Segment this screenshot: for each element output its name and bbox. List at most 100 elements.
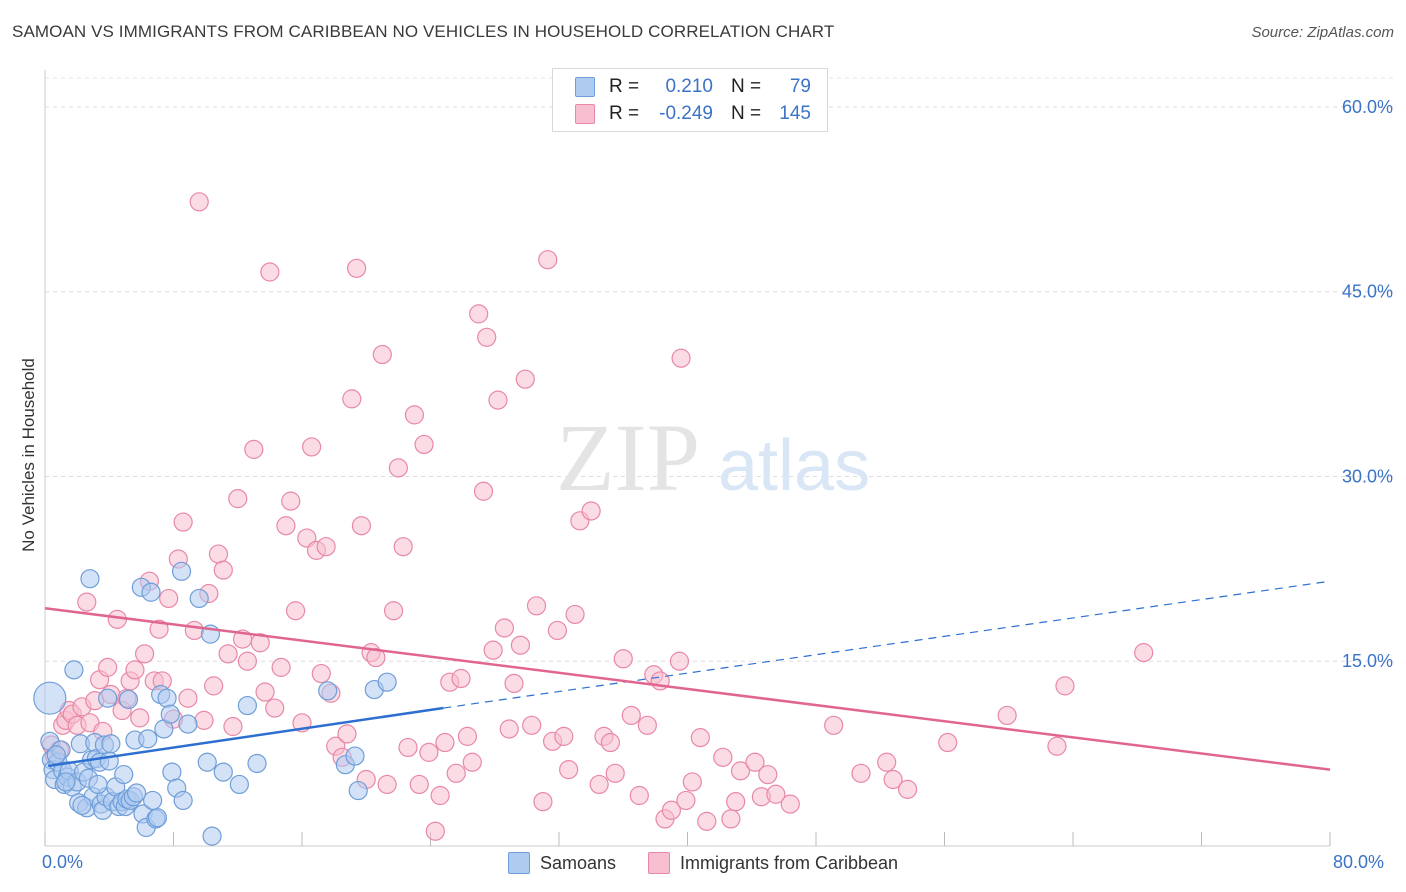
caribbean-point (538, 250, 558, 270)
samoan-point (247, 753, 267, 774)
caribbean-point (316, 537, 336, 557)
caribbean-point (271, 657, 291, 677)
series-legend: Samoans Immigrants from Caribbean (0, 852, 1406, 874)
samoan-point (126, 783, 147, 803)
caribbean-point (237, 651, 257, 671)
caribbean-point (398, 737, 418, 758)
caribbean-point (446, 763, 466, 783)
caribbean-point (510, 635, 531, 655)
caribbean-point (600, 732, 621, 753)
samoan-point (162, 762, 182, 782)
caribbean-point (726, 792, 746, 812)
caribbean-point (414, 434, 434, 455)
samoan-trend-extension (443, 580, 1331, 709)
samoan-point (237, 695, 257, 716)
samoan-point (101, 734, 121, 754)
caribbean-point (483, 640, 503, 660)
samoan-trend-line (48, 706, 444, 768)
caribbean-point (515, 369, 535, 389)
caribbean-point (173, 512, 193, 532)
caribbean-point (178, 688, 198, 708)
caribbean-point (621, 705, 641, 726)
caribbean-point (276, 516, 296, 536)
caribbean-point (265, 698, 285, 718)
caribbean-point (255, 682, 275, 702)
watermark-atlas: atlas (718, 426, 870, 506)
legend-row-samoans: R = 0.210 N = 79 (575, 75, 811, 99)
caribbean-point (676, 790, 696, 811)
caribbean-point (1055, 676, 1075, 696)
samoan-point (229, 774, 249, 795)
x-tick-max: 80.0% (1333, 852, 1385, 872)
caribbean-point (766, 784, 786, 804)
legend-r-value: 0.210 (665, 76, 713, 97)
caribbean-point (488, 390, 508, 410)
caribbean-point (522, 715, 542, 735)
caribbean-point (430, 785, 450, 806)
y-tick-label: 45.0% (1342, 282, 1393, 302)
legend-swatch-caribbean (575, 104, 595, 124)
caribbean-point (721, 809, 741, 829)
caribbean-point (559, 760, 579, 780)
caribbean-point (697, 811, 717, 831)
caribbean-point (342, 389, 362, 409)
stats-legend: R = 0.210 N = 79 R = -0.249 N = 145 (552, 68, 828, 132)
samoan-point (114, 764, 134, 785)
caribbean-point (897, 779, 918, 799)
caribbean-point (366, 647, 386, 668)
source-label: Source: ZipAtlas.com (1251, 24, 1394, 41)
legend-swatch-samoans (575, 77, 595, 97)
caribbean-point (184, 620, 204, 641)
chart-title: SAMOAN VS IMMIGRANTS FROM CARIBBEAN NO V… (12, 22, 835, 41)
caribbean-point (1134, 643, 1154, 663)
caribbean-point (938, 732, 958, 753)
y-axis-label: No Vehicles in Household (19, 358, 38, 552)
caribbean-point (499, 719, 519, 739)
caribbean-point (547, 620, 567, 641)
samoan-point (318, 681, 338, 701)
samoan-point (118, 689, 139, 710)
samoan-point (56, 772, 76, 792)
caribbean-point (250, 633, 270, 653)
caribbean-point (1047, 736, 1067, 756)
legend-row-caribbean: R = -0.249 N = 145 (575, 102, 811, 126)
samoan-point (141, 582, 161, 602)
legend-item-samoans: Samoans (507, 852, 616, 874)
caribbean-point (194, 710, 214, 730)
legend-label-caribbean: Immigrants from Caribbean (679, 852, 899, 873)
caribbean-point (260, 262, 280, 282)
y-tick-label: 60.0% (1342, 97, 1393, 117)
caribbean-point (208, 544, 229, 564)
caribbean-point (462, 752, 482, 772)
caribbean-point (425, 821, 445, 841)
samoan-point (46, 745, 66, 765)
caribbean-point (213, 560, 233, 580)
caribbean-point (780, 794, 800, 814)
caribbean-point (281, 491, 301, 511)
caribbean-point (351, 516, 372, 536)
caribbean-point (383, 601, 404, 621)
caribbean-point (494, 618, 514, 638)
caribbean-point (435, 732, 455, 753)
caribbean-point (581, 501, 601, 521)
samoan-point (173, 790, 193, 811)
caribbean-point (637, 715, 657, 735)
legend-n-value: 145 (779, 103, 811, 124)
caribbean-point (302, 437, 322, 457)
samoan-point (213, 762, 233, 782)
caribbean-point (605, 763, 625, 783)
y-tick-label: 15.0% (1342, 651, 1393, 671)
caribbean-point (669, 651, 690, 671)
caribbean-point (745, 752, 765, 772)
legend-r-label: R = (609, 103, 640, 124)
caribbean-point (218, 644, 238, 664)
samoan-point (345, 746, 365, 766)
caribbean-point (851, 763, 871, 783)
caribbean-point (565, 604, 585, 625)
caribbean-point (730, 761, 751, 781)
caribbean-point (504, 673, 524, 694)
caribbean-point (477, 327, 497, 347)
caribbean-point (690, 728, 710, 748)
caribbean-point (661, 800, 682, 820)
